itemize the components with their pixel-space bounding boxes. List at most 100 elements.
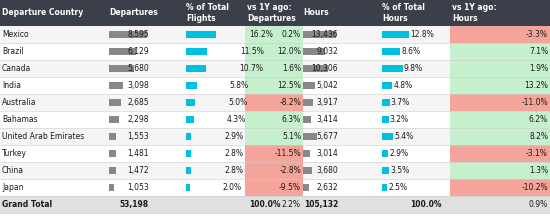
Bar	[109, 184, 114, 191]
Bar	[0, 26, 550, 43]
Text: 2,685: 2,685	[128, 98, 149, 107]
Text: 12.8%: 12.8%	[410, 30, 434, 39]
Text: 100.0%: 100.0%	[249, 200, 280, 209]
Text: -3.3%: -3.3%	[526, 30, 548, 39]
Bar	[382, 133, 393, 140]
Bar	[303, 184, 310, 191]
Text: Brazil: Brazil	[2, 47, 24, 56]
Text: Canada: Canada	[2, 64, 31, 73]
Bar	[0, 179, 550, 196]
Text: 1.9%: 1.9%	[529, 64, 548, 73]
Text: 105,132: 105,132	[304, 200, 338, 209]
Text: % of Total
Hours: % of Total Hours	[382, 3, 425, 22]
Text: 5.0%: 5.0%	[228, 98, 248, 107]
Text: 12.0%: 12.0%	[277, 47, 301, 56]
Bar	[303, 167, 312, 174]
Text: 1.3%: 1.3%	[529, 166, 548, 175]
Text: Bahamas: Bahamas	[2, 115, 37, 124]
Bar	[0, 77, 550, 94]
Text: 2.0%: 2.0%	[223, 183, 242, 192]
Bar	[186, 31, 216, 38]
Text: 3,414: 3,414	[316, 115, 338, 124]
Bar	[109, 133, 116, 140]
Bar	[303, 99, 312, 106]
Bar	[0, 43, 550, 60]
Text: 9,032: 9,032	[316, 47, 338, 56]
Bar	[186, 116, 194, 123]
Bar	[0, 111, 550, 128]
Text: India: India	[2, 81, 21, 90]
Text: vs 1Y ago:
Departures: vs 1Y ago: Departures	[247, 3, 296, 22]
Text: 10.7%: 10.7%	[239, 64, 263, 73]
Bar	[109, 150, 116, 157]
Bar	[450, 145, 550, 162]
Text: 3,098: 3,098	[127, 81, 149, 90]
Text: 6.2%: 6.2%	[529, 115, 548, 124]
Text: % of Total
Flights: % of Total Flights	[186, 3, 229, 22]
Bar	[245, 77, 303, 94]
Text: 3.5%: 3.5%	[390, 166, 410, 175]
Bar	[450, 94, 550, 111]
Text: 3.7%: 3.7%	[391, 98, 410, 107]
Text: 5.1%: 5.1%	[282, 132, 301, 141]
Bar	[382, 150, 388, 157]
Bar	[382, 116, 389, 123]
Text: -9.5%: -9.5%	[279, 183, 301, 192]
Text: Japan: Japan	[2, 183, 24, 192]
Text: 2.9%: 2.9%	[389, 149, 408, 158]
Bar	[245, 94, 303, 111]
Bar	[245, 145, 303, 162]
Text: United Arab Emirates: United Arab Emirates	[2, 132, 84, 141]
Bar	[186, 184, 190, 191]
Bar	[382, 65, 403, 72]
Bar	[186, 133, 191, 140]
Text: Grand Total: Grand Total	[2, 200, 52, 209]
Bar	[0, 60, 550, 77]
Text: 6,129: 6,129	[128, 47, 149, 56]
Bar	[382, 184, 387, 191]
Text: 12.5%: 12.5%	[277, 81, 301, 90]
Text: 0.2%: 0.2%	[282, 30, 301, 39]
Text: 10,306: 10,306	[311, 64, 338, 73]
Bar	[245, 179, 303, 196]
Text: 5,680: 5,680	[127, 64, 149, 73]
Bar	[186, 167, 191, 174]
Bar	[109, 82, 123, 89]
Bar	[109, 167, 116, 174]
Text: 3,680: 3,680	[316, 166, 338, 175]
Text: 1,472: 1,472	[128, 166, 149, 175]
Text: 8,595: 8,595	[127, 30, 149, 39]
Text: 5,042: 5,042	[316, 81, 338, 90]
Bar	[303, 116, 311, 123]
Text: 16.2%: 16.2%	[249, 30, 273, 39]
Text: 2.5%: 2.5%	[388, 183, 408, 192]
Text: -3.1%: -3.1%	[526, 149, 548, 158]
Bar	[109, 116, 119, 123]
Bar	[245, 43, 303, 60]
Text: -10.2%: -10.2%	[521, 183, 548, 192]
Bar	[382, 31, 409, 38]
Bar	[109, 99, 121, 106]
Text: -11.0%: -11.0%	[521, 98, 548, 107]
Text: 13,436: 13,436	[311, 30, 338, 39]
Text: 1,053: 1,053	[127, 183, 149, 192]
Bar	[0, 94, 550, 111]
Text: 2,632: 2,632	[316, 183, 338, 192]
Bar	[303, 150, 310, 157]
Bar	[109, 65, 134, 72]
Text: China: China	[2, 166, 24, 175]
Bar	[0, 128, 550, 145]
Bar	[450, 162, 550, 179]
Bar	[109, 48, 136, 55]
Text: 9.8%: 9.8%	[404, 64, 423, 73]
Bar	[382, 167, 389, 174]
Text: -2.8%: -2.8%	[279, 166, 301, 175]
Text: Turkey: Turkey	[2, 149, 27, 158]
Bar	[245, 128, 303, 145]
Bar	[450, 128, 550, 145]
Text: 4.8%: 4.8%	[393, 81, 412, 90]
Text: 2,298: 2,298	[128, 115, 149, 124]
Text: 11.5%: 11.5%	[240, 47, 264, 56]
Bar	[109, 31, 147, 38]
Bar	[0, 145, 550, 162]
